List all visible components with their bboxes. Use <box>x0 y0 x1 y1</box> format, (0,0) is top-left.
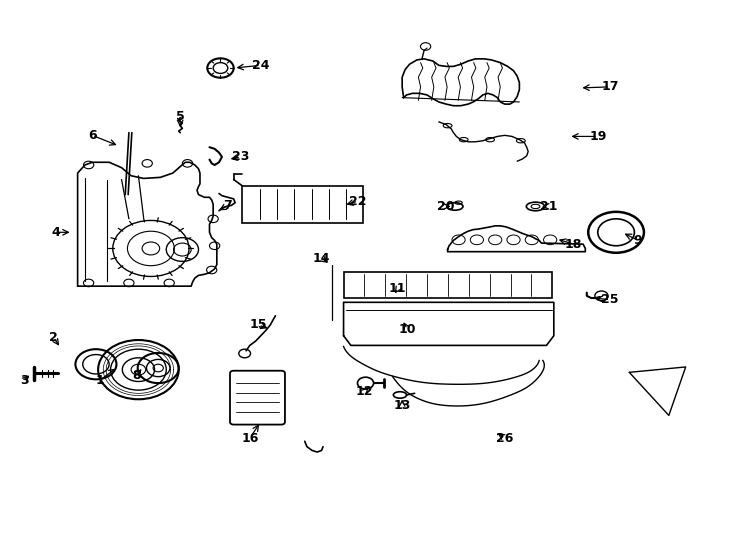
Text: 13: 13 <box>393 399 411 412</box>
Text: 5: 5 <box>176 110 184 123</box>
Text: 20: 20 <box>437 200 454 213</box>
Text: 9: 9 <box>633 234 642 247</box>
Text: 3: 3 <box>20 374 29 387</box>
Text: 1: 1 <box>95 374 104 387</box>
Text: 18: 18 <box>565 238 582 251</box>
Text: 25: 25 <box>601 293 619 306</box>
Text: 16: 16 <box>241 431 258 444</box>
Text: 11: 11 <box>389 282 407 295</box>
Text: 21: 21 <box>540 200 557 213</box>
Text: 14: 14 <box>313 252 330 265</box>
Text: 2: 2 <box>49 331 58 344</box>
Text: 8: 8 <box>132 368 140 382</box>
Text: 10: 10 <box>399 323 416 336</box>
Text: 7: 7 <box>223 199 232 212</box>
Text: 19: 19 <box>589 130 606 143</box>
Text: 4: 4 <box>51 226 60 239</box>
Text: 17: 17 <box>601 80 619 93</box>
Text: 22: 22 <box>349 194 367 207</box>
Text: 6: 6 <box>88 129 97 142</box>
Text: 24: 24 <box>252 59 269 72</box>
Text: 15: 15 <box>250 319 267 332</box>
Text: 26: 26 <box>496 431 513 444</box>
Text: 12: 12 <box>356 384 374 397</box>
Text: 23: 23 <box>232 151 250 164</box>
